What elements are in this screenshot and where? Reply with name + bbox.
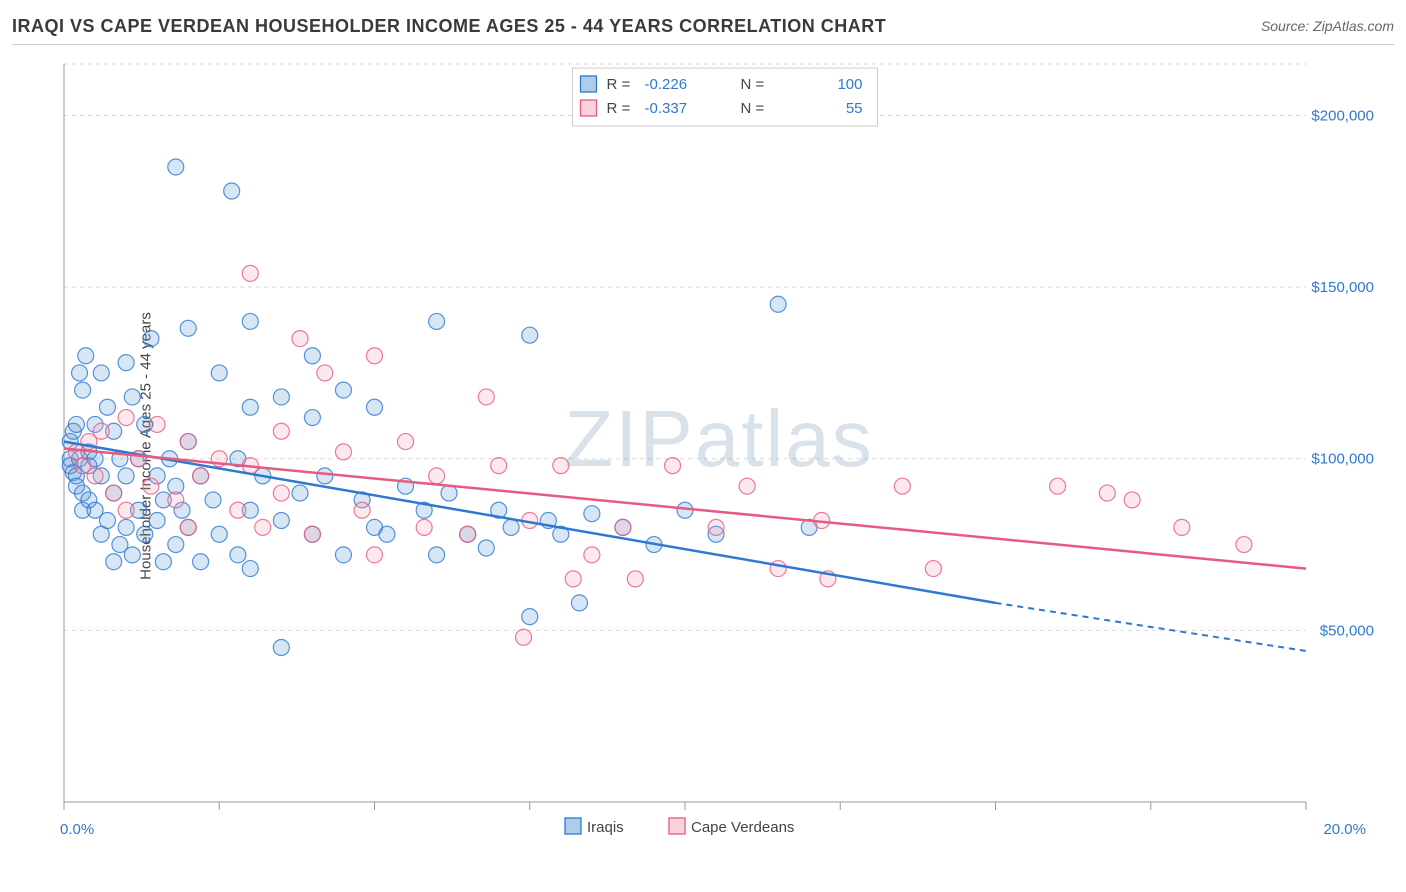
- svg-text:Iraqis: Iraqis: [587, 819, 624, 836]
- chart-title: IRAQI VS CAPE VERDEAN HOUSEHOLDER INCOME…: [12, 16, 886, 37]
- title-bar: IRAQI VS CAPE VERDEAN HOUSEHOLDER INCOME…: [12, 8, 1394, 45]
- source-label: Source: ZipAtlas.com: [1261, 18, 1394, 34]
- svg-text:-0.226: -0.226: [645, 76, 688, 93]
- svg-text:20.0%: 20.0%: [1323, 821, 1366, 838]
- svg-text:$150,000: $150,000: [1311, 279, 1374, 296]
- svg-text:R =: R =: [607, 100, 631, 117]
- svg-text:0.0%: 0.0%: [60, 821, 94, 838]
- svg-text:N =: N =: [741, 76, 765, 93]
- svg-text:Cape Verdeans: Cape Verdeans: [691, 819, 794, 836]
- svg-text:$100,000: $100,000: [1311, 451, 1374, 468]
- svg-text:R =: R =: [607, 76, 631, 93]
- chart-svg: 0.0% 20.0% $50,000 $100,000 $150,000 $200,000…: [56, 58, 1382, 838]
- svg-text:$200,000: $200,000: [1311, 107, 1374, 124]
- svg-text:N =: N =: [741, 100, 765, 117]
- svg-text:55: 55: [846, 100, 863, 117]
- svg-text:100: 100: [837, 76, 862, 93]
- chart-area: 0.0% 20.0% $50,000 $100,000 $150,000 $200,000…: [56, 58, 1382, 838]
- svg-text:-0.337: -0.337: [645, 100, 688, 117]
- svg-text:$50,000: $50,000: [1320, 622, 1374, 639]
